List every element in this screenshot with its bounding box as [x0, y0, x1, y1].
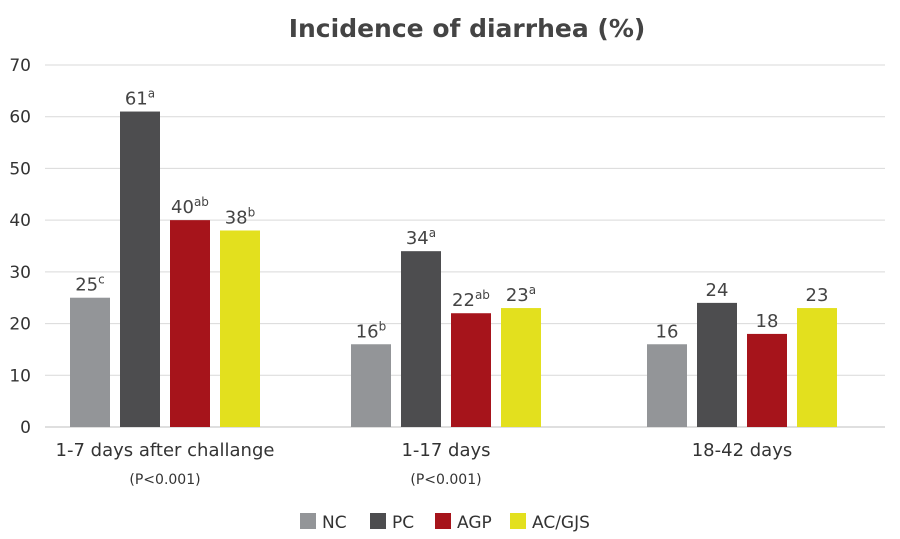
y-axis-ticks: 0 10 20 30 40 50 60 70: [9, 56, 31, 438]
bar-agp: [747, 333, 787, 427]
x-axis-categories: 1-7 days after challange (P<0.001) 1-17 da…: [56, 440, 793, 488]
data-label: 22ab: [452, 288, 490, 311]
significance-letter: a: [148, 87, 155, 101]
bar-ac-gjs: [220, 230, 260, 427]
bar-pc: [401, 251, 441, 427]
data-label: 23a: [506, 283, 536, 306]
data-label: 23: [806, 285, 829, 306]
y-tick-label: 30: [9, 263, 31, 283]
bar-agp: [170, 220, 210, 427]
y-tick-label: 0: [20, 418, 31, 438]
bar-pc: [120, 111, 160, 428]
bars: [70, 111, 837, 428]
data-label: 34a: [406, 226, 436, 249]
significance-letter: ab: [194, 195, 209, 209]
y-tick-label: 20: [9, 315, 31, 335]
legend: NC PC AGP AC/GJS: [300, 513, 590, 533]
x-category-note: (P<0.001): [129, 472, 200, 488]
significance-letter: c: [98, 273, 105, 287]
legend-label: AC/GJS: [532, 513, 590, 533]
data-label: 40ab: [171, 195, 209, 218]
bar-ac-gjs: [797, 308, 837, 427]
data-label: 24: [706, 280, 729, 301]
y-tick-label: 50: [9, 159, 31, 179]
y-tick-label: 40: [9, 211, 31, 231]
significance-letter: b: [248, 205, 256, 219]
legend-swatch: [370, 513, 386, 529]
x-category-label: 18-42 days: [692, 440, 793, 461]
data-label: 61a: [125, 87, 155, 110]
legend-label: NC: [322, 513, 347, 533]
legend-label: PC: [392, 513, 414, 533]
bar-agp: [451, 313, 491, 427]
y-tick-label: 60: [9, 108, 31, 128]
bar-nc: [351, 344, 391, 427]
bar-ac-gjs: [501, 308, 541, 427]
x-category-label: 1-17 days: [401, 440, 490, 461]
data-label: 16: [656, 321, 679, 342]
chart-title: Incidence of diarrhea (%): [289, 14, 646, 43]
bar-nc: [70, 297, 110, 427]
bar-pc: [697, 302, 737, 427]
legend-label: AGP: [457, 513, 492, 533]
data-label: 38b: [225, 205, 256, 228]
legend-swatch: [300, 513, 316, 529]
significance-letter: a: [429, 226, 436, 240]
data-label: 25c: [75, 273, 105, 296]
y-tick-label: 70: [9, 56, 31, 76]
data-label: 16b: [356, 319, 387, 342]
x-category-note: (P<0.001): [410, 472, 481, 488]
significance-letter: b: [379, 319, 387, 333]
significance-letter: a: [529, 283, 536, 297]
y-tick-label: 10: [9, 366, 31, 386]
x-category-label: 1-7 days after challange: [56, 440, 275, 461]
legend-swatch: [510, 513, 526, 529]
bar-nc: [647, 344, 687, 427]
legend-swatch: [435, 513, 451, 529]
data-label: 18: [756, 311, 779, 332]
significance-letter: ab: [475, 288, 490, 302]
